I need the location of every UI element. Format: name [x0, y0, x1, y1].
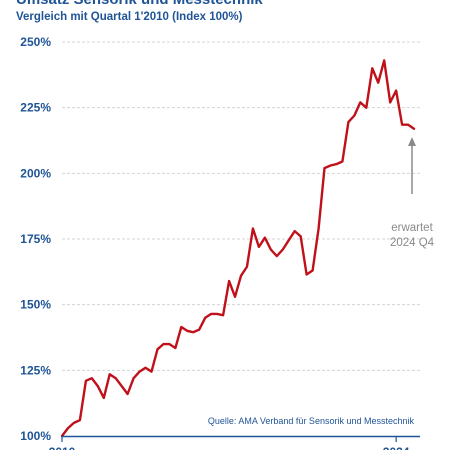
forecast-annotation: erwartet 2024 Q4	[390, 137, 435, 249]
x-tick-label: 2010	[49, 445, 76, 450]
gridlines	[62, 41, 420, 371]
x-tick-label: 2024	[383, 445, 410, 450]
y-tick-label: 175%	[20, 232, 51, 246]
source-note: Quelle: AMA Verband für Sensorik und Mes…	[208, 416, 415, 426]
x-axis-ticks: 2010 2024	[49, 436, 410, 450]
y-tick-label: 225%	[20, 101, 51, 115]
series-line	[60, 59, 416, 438]
y-tick-label: 100%	[20, 429, 51, 443]
chart-title: Umsatz Sensorik und Messtechnik	[16, 0, 263, 8]
chart-subtitle: Vergleich mit Quartal 1'2010 (Index 100%…	[16, 11, 243, 23]
y-tick-label: 125%	[20, 363, 51, 377]
annotation-line-1: erwartet	[391, 222, 433, 234]
y-tick-label: 150%	[20, 298, 51, 312]
y-tick-label: 200%	[20, 166, 51, 180]
annotation-arrow-head	[408, 137, 416, 146]
series-layer	[60, 59, 416, 438]
y-axis-ticks: 100% 125% 150% 175% 200% 225% 250%	[20, 35, 51, 443]
annotation-line-2: 2024 Q4	[390, 237, 435, 249]
y-tick-label: 250%	[20, 35, 51, 49]
